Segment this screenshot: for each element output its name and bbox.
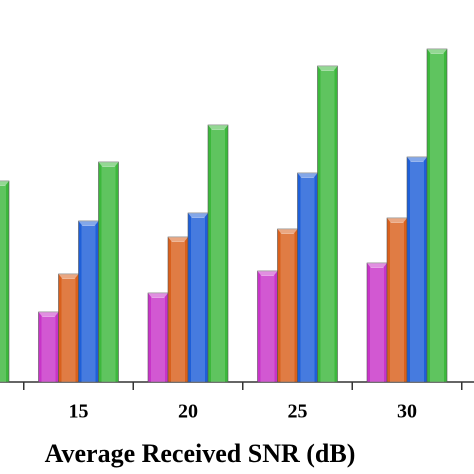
bar-cap <box>188 213 208 218</box>
bar-shade <box>370 267 384 382</box>
bar-cap <box>367 263 387 268</box>
bar-group <box>0 180 10 383</box>
x-tick-label: 25 <box>288 401 308 423</box>
x-axis-label: Average Received SNR (dB) <box>45 439 356 468</box>
bar-cap <box>317 66 338 71</box>
x-tick-label: 20 <box>178 401 198 423</box>
bar-group <box>426 48 448 383</box>
bar-group <box>257 270 278 383</box>
bar-shade <box>41 316 56 382</box>
bar <box>426 48 448 383</box>
bar-group <box>406 156 428 383</box>
bar <box>0 180 10 383</box>
bar-group <box>187 212 209 383</box>
bar-shade <box>191 217 205 382</box>
bar-group <box>98 161 119 383</box>
bar-cap <box>387 218 407 223</box>
bar-group <box>58 273 79 383</box>
bar <box>98 161 119 383</box>
bar-cap <box>78 221 99 226</box>
bar-shade <box>0 185 6 382</box>
bar-group <box>147 292 169 383</box>
bar-shade <box>81 225 96 382</box>
bar-cap <box>38 312 59 317</box>
bar-shade <box>61 278 76 382</box>
bar-shade <box>280 233 295 382</box>
x-tick-label: 30 <box>397 401 417 423</box>
bar-cap <box>407 157 427 162</box>
bar-group <box>78 220 99 383</box>
bar-shade <box>171 241 185 382</box>
bar <box>317 65 338 383</box>
bar-group <box>38 311 59 383</box>
bar-cap <box>58 274 79 279</box>
bar <box>207 124 229 383</box>
bar-cap <box>168 237 188 242</box>
bar-group <box>277 228 298 383</box>
bar-cap <box>98 162 119 167</box>
bar-cap <box>277 229 298 234</box>
bar-cap <box>257 271 278 276</box>
bar-group <box>386 217 408 383</box>
bar-shade <box>430 53 444 382</box>
bar-shade <box>151 297 165 382</box>
bar-group <box>207 124 229 383</box>
bar-group <box>297 172 318 383</box>
bar-shade <box>390 222 404 382</box>
bar-cap <box>208 125 228 130</box>
bar-shade <box>320 70 335 382</box>
bar-group <box>366 262 388 383</box>
bar-shade <box>300 177 315 382</box>
bar-shade <box>260 275 275 382</box>
bar-shade <box>211 129 225 382</box>
bar-cap <box>148 293 168 298</box>
bar-shade <box>101 166 116 382</box>
bar-shade <box>410 161 424 382</box>
bar-cap <box>0 181 9 186</box>
x-tick-label: 15 <box>69 401 89 423</box>
bar-group <box>317 65 338 383</box>
bar-cap <box>297 173 318 178</box>
bar-cap <box>427 49 447 54</box>
bar-group <box>167 236 189 383</box>
